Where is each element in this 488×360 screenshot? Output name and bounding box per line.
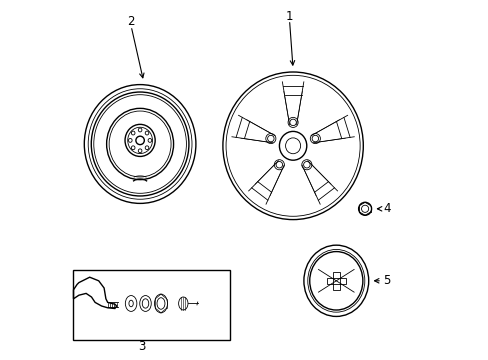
Bar <box>73 270 230 340</box>
Bar <box>326 278 346 284</box>
Text: 4: 4 <box>382 202 389 215</box>
Text: 3: 3 <box>138 340 145 353</box>
Bar <box>332 272 339 290</box>
Text: 2: 2 <box>127 15 135 28</box>
Text: 5: 5 <box>382 274 389 287</box>
Text: 1: 1 <box>285 10 293 23</box>
